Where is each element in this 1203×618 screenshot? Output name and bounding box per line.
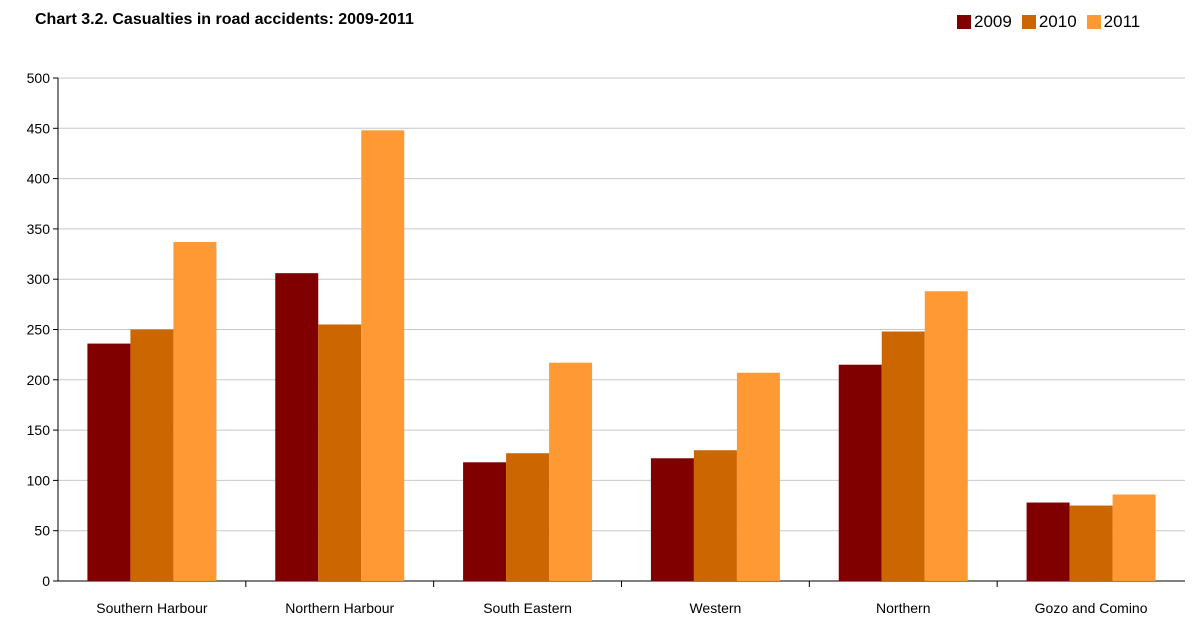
- y-tick-label: 400: [27, 171, 51, 187]
- x-tick-label: Gozo and Comino: [1035, 600, 1148, 616]
- legend-label-2011: 2011: [1103, 12, 1141, 31]
- y-tick-label: 100: [27, 472, 51, 488]
- bar-2011-gozo-and-comino: [1112, 494, 1156, 581]
- legend-swatch-2010: [1021, 15, 1036, 29]
- bar-2009-south-eastern: [463, 462, 507, 581]
- bar-2011-south-eastern: [549, 362, 593, 581]
- bar-2011-northern: [924, 291, 968, 581]
- bar-2009-gozo-and-comino: [1026, 502, 1070, 581]
- bar-2010-gozo-and-comino: [1069, 505, 1113, 581]
- x-tick-label: Western: [689, 600, 741, 616]
- legend: 2009 2010 2011: [957, 12, 1140, 32]
- legend-item-2010: 2010: [1021, 12, 1077, 32]
- bar-2010-northern-harbour: [318, 324, 362, 581]
- x-tick-label: Northern Harbour: [285, 600, 394, 616]
- bar-2011-southern-harbour: [173, 241, 217, 581]
- legend-swatch-2009: [957, 15, 971, 29]
- x-tick-label: Southern Harbour: [96, 600, 208, 616]
- y-tick-label: 0: [42, 573, 50, 589]
- bar-2009-southern-harbour: [87, 343, 131, 581]
- bar-2010-northern: [881, 331, 925, 581]
- x-tick-label: Northern: [876, 600, 930, 616]
- y-tick-label: 150: [27, 422, 51, 438]
- y-tick-label: 200: [27, 372, 51, 388]
- x-tick-label: South Eastern: [483, 600, 572, 616]
- bar-2010-south-eastern: [506, 453, 550, 581]
- legend-item-2009: 2009: [957, 12, 1012, 32]
- bar-2010-southern-harbour: [130, 329, 174, 581]
- bar-2011-western: [736, 372, 780, 581]
- y-tick-label: 50: [34, 523, 50, 539]
- bar-2010-western: [693, 450, 737, 581]
- chart-title: Chart 3.2. Casualties in road accidents:…: [35, 11, 414, 28]
- bar-2009-northern: [838, 364, 882, 581]
- y-tick-label: 250: [27, 322, 51, 338]
- y-tick-label: 300: [27, 271, 51, 287]
- y-tick-label: 350: [27, 221, 51, 237]
- legend-swatch-2011: [1086, 15, 1101, 29]
- bar-2009-northern-harbour: [275, 273, 319, 581]
- y-tick-label: 450: [27, 120, 51, 136]
- legend-label-2010: 2010: [1038, 12, 1077, 31]
- y-tick-label: 500: [27, 70, 51, 86]
- bar-2011-northern-harbour: [361, 130, 405, 581]
- legend-label-2009: 2009: [974, 12, 1012, 31]
- bar-2009-western: [650, 458, 694, 581]
- legend-item-2011: 2011: [1086, 12, 1141, 32]
